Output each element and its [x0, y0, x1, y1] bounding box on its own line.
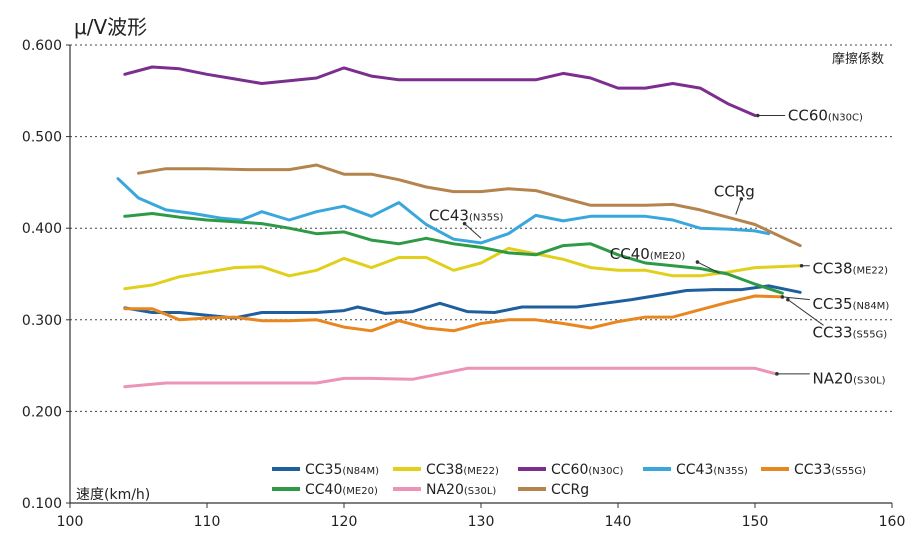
- axes: 0.100 0.200 0.300 0.400 0.500 0.600 100 110 120 1…: [22, 38, 905, 530]
- leader-dot-cc38: [799, 263, 804, 268]
- end-label-cc38: CC38(ME22): [813, 260, 889, 278]
- y-tick-label: 0.500: [22, 130, 62, 146]
- legend-label: CC35(N84M): [305, 462, 379, 478]
- series-lines: [116, 65, 802, 389]
- gridlines: [70, 44, 892, 412]
- y-tick-label: 0.300: [22, 313, 62, 329]
- y-tick-label: 0.600: [22, 38, 62, 54]
- end-labels: CC60(N30C) CCRg CC43(N35S) CC40(ME20) CC38(M…: [429, 107, 889, 388]
- legend-label: CCRg: [551, 482, 589, 498]
- series-line-na20: [123, 366, 777, 389]
- end-label-cc33: CC33(S55G): [813, 324, 888, 342]
- series-line-cc43: [116, 177, 771, 245]
- y-axis-label: 摩擦係数: [832, 51, 884, 67]
- leader-dot-cc60: [755, 113, 760, 118]
- end-label-cc35: CC35(N84M): [813, 295, 890, 313]
- legend-label: CC33(S55G): [794, 462, 866, 478]
- chart-title: μ/V波形: [74, 15, 147, 39]
- x-tick-label: 160: [879, 514, 906, 530]
- end-label-na20: NA20(S30L): [813, 369, 886, 387]
- legend: CC35(N84M) CC38(ME22) CC60(N30C) CC43(N35S)…: [272, 462, 866, 498]
- end-label-ccrg: CCRg: [714, 183, 755, 201]
- x-tick-label: 100: [57, 514, 84, 530]
- x-tick-label: 130: [468, 514, 495, 530]
- leader-dot-na20: [775, 372, 779, 376]
- legend-label: CC60(N30C): [551, 462, 623, 478]
- legend-item-ccrg: CCRg: [518, 482, 589, 498]
- leader-line-cc35: [782, 296, 810, 301]
- legend-item-cc33: CC33(S55G): [761, 462, 866, 478]
- series-line-cc35: [123, 284, 802, 320]
- x-tick-label: 120: [331, 514, 358, 530]
- legend-label: NA20(S30L): [426, 482, 496, 498]
- leader-dot-cc43: [462, 221, 467, 226]
- y-tick-label: 0.400: [22, 221, 62, 237]
- end-label-cc43: CC43(N35S): [429, 206, 504, 224]
- x-tick-label: 140: [605, 514, 632, 530]
- y-tick-label: 0.200: [22, 404, 62, 420]
- legend-item-cc35: CC35(N84M): [272, 462, 379, 478]
- end-label-cc60: CC60(N30C): [788, 107, 863, 125]
- legend-item-cc38: CC38(ME22): [393, 462, 499, 478]
- series-line-cc33: [123, 294, 784, 333]
- x-tick-label: 150: [742, 514, 769, 530]
- leader-dot-cc35: [780, 295, 785, 299]
- end-label-cc40: CC40(ME20): [610, 245, 686, 263]
- series-line-cc40: [123, 212, 784, 295]
- y-tick-label: 0.100: [22, 496, 62, 512]
- series-line-ccrg: [137, 163, 802, 248]
- leader-dot-cc40: [695, 260, 700, 264]
- leader-line-cc40: [697, 261, 720, 274]
- legend-item-cc40: CC40(ME20): [272, 482, 378, 498]
- legend-item-cc60: CC60(N30C): [518, 462, 623, 478]
- legend-item-cc43: CC43(N35S): [643, 462, 748, 478]
- series-line-cc38: [123, 246, 802, 291]
- legend-item-na20: NA20(S30L): [393, 482, 496, 498]
- x-tick-label: 110: [194, 514, 221, 530]
- leader-line-cc33: [787, 299, 824, 326]
- legend-label: CC40(ME20): [305, 482, 378, 498]
- x-axis-label: 速度(km/h): [76, 487, 150, 503]
- legend-label: CC43(N35S): [676, 462, 748, 478]
- series-line-cc60: [123, 65, 757, 117]
- leader-line-ccrg: [735, 198, 742, 215]
- leader-dot-cc33: [786, 297, 790, 302]
- legend-label: CC38(ME22): [426, 462, 499, 478]
- leader-dot-ccrg: [739, 197, 744, 201]
- leader-line-cc43: [464, 223, 482, 239]
